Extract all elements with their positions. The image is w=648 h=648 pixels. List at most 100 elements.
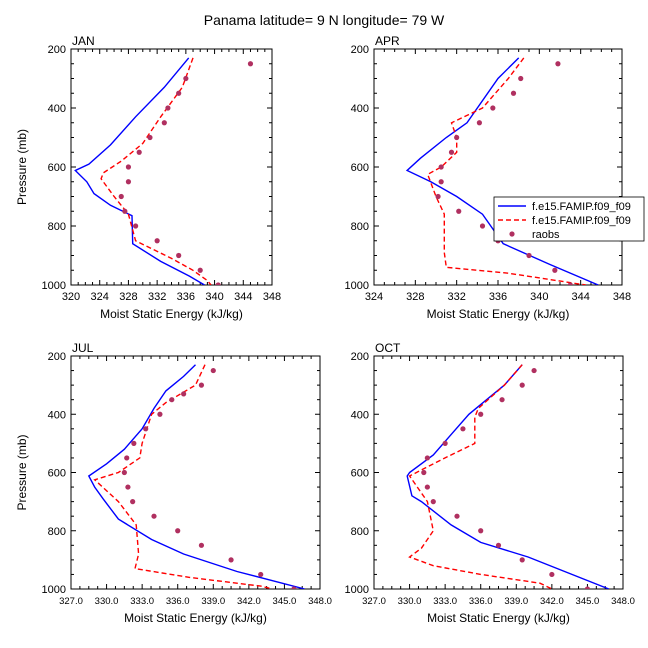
x-tick-label: 328	[119, 291, 137, 303]
raobs-point	[125, 179, 132, 185]
x-tick-label: 348.0	[611, 596, 635, 607]
raobs-point	[526, 252, 532, 259]
raobs-point	[510, 90, 517, 96]
x-tick-label: 340	[205, 291, 223, 303]
raobs-point	[490, 105, 496, 111]
y-tick-label: 600	[48, 162, 66, 174]
raobs-point	[154, 238, 160, 244]
model-line-dashed	[426, 57, 586, 285]
x-tick-label: 332	[148, 291, 166, 303]
model-line-dashed	[408, 364, 553, 589]
x-tick-label: 348	[613, 291, 631, 303]
x-tick-label: 336	[177, 291, 195, 303]
y-tick-label: 200	[351, 351, 369, 363]
x-tick-label: 330.0	[95, 596, 119, 607]
raobs-point	[438, 179, 444, 185]
plot-area	[87, 364, 305, 589]
x-tick-label: 344	[234, 291, 252, 303]
y-tick-label: 1000	[345, 584, 369, 596]
y-tick-label: 400	[48, 409, 66, 421]
y-tick-label: 200	[351, 44, 369, 56]
x-tick-label: 336.0	[469, 596, 493, 607]
raobs-point	[124, 455, 130, 461]
raobs-point	[165, 105, 171, 111]
panel-title: JAN	[72, 34, 95, 48]
x-tick-label: 344	[571, 291, 589, 303]
x-tick-label: 332	[447, 291, 465, 303]
model-line-solid	[87, 364, 305, 589]
raobs-point	[478, 411, 484, 417]
raobs-point	[567, 282, 573, 285]
raobs-point	[147, 134, 153, 141]
raobs-point	[181, 391, 187, 397]
x-tick-label: 328	[406, 291, 424, 303]
x-axis-label: Moist Static Energy (kJ/kg)	[427, 611, 570, 625]
x-tick-label: 348.0	[308, 596, 332, 607]
raobs-point	[121, 469, 127, 476]
panel-title: JUL	[72, 341, 94, 355]
raobs-point	[424, 484, 430, 490]
x-tick-label: 339.0	[504, 596, 528, 607]
x-tick-label: 336.0	[166, 596, 190, 607]
model-line-solid	[74, 57, 205, 285]
raobs-point	[479, 223, 486, 229]
plot-area	[74, 57, 254, 285]
panel-title: OCT	[375, 341, 401, 355]
x-axis-label: Moist Static Energy (kJ/kg)	[100, 307, 243, 321]
raobs-point	[454, 134, 460, 141]
x-tick-label: 336	[489, 291, 507, 303]
raobs-point	[157, 411, 163, 417]
chart-panels: JAN 320 324 328 332 336 340 344 348 200 400 600 800 1…	[15, 34, 635, 625]
raobs-point	[169, 397, 175, 403]
raobs-point	[210, 367, 216, 374]
x-axis-label: Moist Static Energy (kJ/kg)	[427, 307, 570, 321]
y-tick-label: 200	[48, 351, 66, 363]
x-tick-label: 348	[263, 291, 281, 303]
x-tick-label: 324	[365, 291, 383, 303]
raobs-point	[454, 513, 460, 519]
raobs-point	[198, 382, 205, 388]
raobs-point	[176, 252, 182, 259]
raobs-point	[442, 440, 448, 446]
raobs-point	[247, 61, 254, 67]
x-tick-label: 339.0	[201, 596, 225, 607]
plot-frame	[70, 355, 321, 590]
raobs-point	[499, 397, 505, 403]
y-tick-label: 800	[351, 526, 369, 538]
plot-area	[406, 364, 610, 589]
raobs-point	[555, 61, 561, 67]
raobs-point	[125, 164, 132, 170]
raobs-point	[131, 440, 137, 446]
chart-panel-apr: APR 324 328 332 336 340 344 348 200 400 600 800 1000…	[345, 34, 632, 321]
legend-box	[493, 196, 645, 242]
raobs-point	[215, 282, 221, 285]
y-tick-label: 400	[351, 409, 369, 421]
plot-area	[405, 57, 599, 285]
raobs-point	[118, 193, 124, 200]
legend-label: f.e15.FAMIP.f09_f09	[532, 201, 631, 213]
y-tick-label: 800	[351, 221, 369, 233]
raobs-point	[518, 75, 524, 82]
raobs-point	[430, 499, 436, 505]
raobs-point	[176, 90, 182, 96]
raobs-point	[151, 513, 157, 519]
x-tick-label: 340	[530, 291, 548, 303]
raobs-point	[130, 499, 136, 505]
y-tick-label: 400	[351, 103, 369, 115]
x-tick-label: 345.0	[273, 596, 297, 607]
raobs-point	[584, 586, 591, 589]
model-line-dashed	[100, 57, 212, 285]
plot-frame	[70, 48, 273, 286]
raobs-point	[228, 557, 234, 563]
raobs-point	[495, 542, 502, 548]
legend-label: f.e15.FAMIP.f09_f09	[532, 215, 631, 227]
raobs-point	[456, 208, 462, 214]
y-tick-label: 400	[48, 103, 66, 115]
raobs-point	[519, 557, 525, 563]
raobs-point	[460, 426, 466, 432]
x-tick-label: 342.0	[540, 596, 564, 607]
x-tick-label: 327.0	[362, 596, 386, 607]
raobs-point	[549, 571, 555, 578]
y-axis-label: Pressure (mb)	[15, 129, 29, 205]
